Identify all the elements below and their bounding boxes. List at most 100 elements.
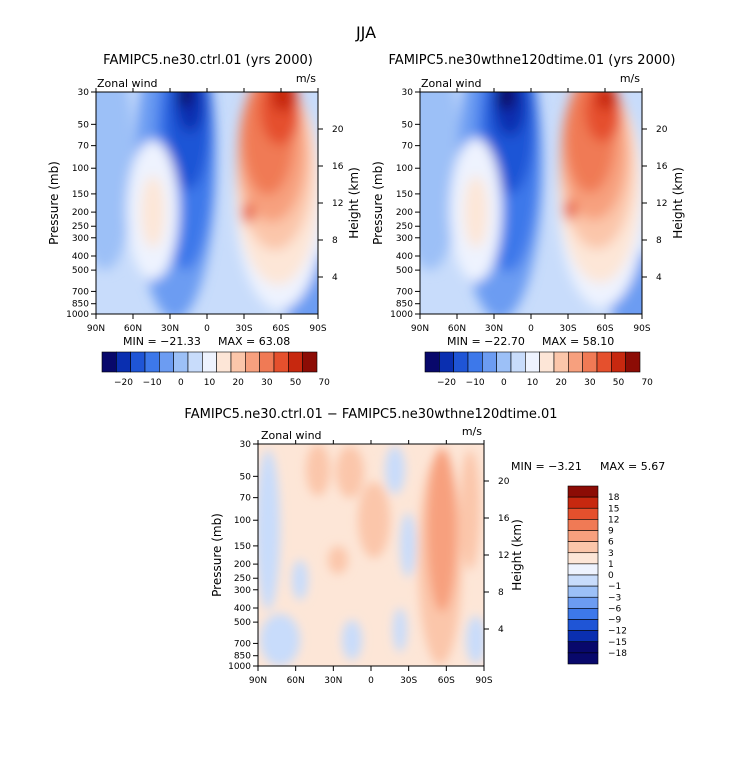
- colorbar-label: 10: [204, 378, 216, 388]
- colorbar-label: −9: [608, 616, 622, 626]
- y-tick-label: 200: [72, 208, 89, 218]
- x-tick-label: 60S: [438, 676, 455, 686]
- contour-region: [292, 560, 308, 600]
- height-tick-label: 20: [656, 125, 668, 135]
- x-tick-label: 90N: [87, 324, 105, 334]
- colorbar-label: 15: [608, 504, 619, 514]
- colorbar-label: 0: [178, 378, 184, 388]
- colorbar-swatch: [144, 351, 160, 373]
- height-tick-label: 8: [332, 236, 338, 246]
- y-tick-label: 1000: [390, 310, 413, 320]
- colorbar-swatch: [173, 351, 189, 373]
- y-tick-label: 100: [396, 164, 413, 174]
- colorbar-swatch: [439, 351, 454, 373]
- x-tick-label: 60S: [596, 324, 613, 334]
- x-tick-label: 30N: [161, 324, 179, 334]
- colorbar-label: 12: [608, 515, 619, 525]
- max-label: MAX = 58.10: [542, 335, 614, 348]
- contour-region: [96, 92, 135, 270]
- x-tick-label: 60N: [287, 676, 305, 686]
- colorbar-swatch: [116, 351, 131, 373]
- x-tick-label: 90S: [633, 324, 650, 334]
- y-tick-label: 50: [78, 120, 90, 130]
- colorbar-swatch: [567, 652, 599, 665]
- x-tick-label: 30S: [400, 676, 417, 686]
- y-tick-label: 300: [396, 234, 413, 244]
- colorbar-swatch: [567, 574, 599, 587]
- colorbar-swatch: [259, 351, 275, 373]
- y-tick-label: 400: [396, 252, 413, 262]
- colorbar-swatch: [245, 351, 260, 373]
- colorbar-swatch: [510, 351, 526, 373]
- y-tick-label: 70: [78, 142, 90, 152]
- colorbar-swatch: [567, 485, 599, 498]
- y-tick-label: 400: [234, 604, 251, 614]
- colorbar-label: 0: [501, 378, 507, 388]
- axes: 90N 60N 30N 0 30S 60S 90S 30 50 70 100 150 200 250 300…: [228, 440, 510, 686]
- contour-region: [564, 200, 576, 220]
- height-tick-label: 4: [332, 273, 338, 283]
- colorbar: −20 −10 0 10 20 30 50 70: [101, 351, 330, 388]
- x-tick-label: 90N: [411, 324, 429, 334]
- y-tick-label: 1000: [228, 662, 251, 672]
- contour-region: [393, 608, 407, 652]
- units-label: m/s: [296, 72, 316, 85]
- colorbar-swatch: [567, 530, 599, 542]
- y-tick-label: 30: [240, 440, 252, 450]
- colorbar-label: 70: [318, 378, 330, 388]
- height-tick-label: 20: [498, 477, 510, 487]
- colorbar-swatch: [525, 351, 540, 373]
- colorbar-swatch: [611, 351, 626, 373]
- y-tick-label: 30: [78, 88, 90, 98]
- y-tick-label: 850: [396, 300, 413, 310]
- x-tick-label: 30S: [235, 324, 252, 334]
- y-tick-label: 700: [396, 287, 413, 297]
- colorbar-swatch: [539, 351, 555, 373]
- units-label: m/s: [620, 72, 640, 85]
- colorbar-label: −10: [143, 378, 162, 388]
- colorbar-swatch: [302, 351, 318, 373]
- colorbar-swatch: [130, 351, 146, 373]
- colorbar-swatch: [202, 351, 217, 373]
- height-tick-label: 16: [498, 514, 510, 524]
- colorbar-label: −18: [608, 649, 627, 659]
- contour-region: [260, 614, 300, 666]
- colorbar-swatch: [482, 351, 497, 373]
- y-tick-label: 100: [234, 516, 251, 526]
- y-tick-label: 70: [240, 494, 252, 504]
- colorbar-swatch: [567, 585, 599, 598]
- contour-region: [464, 176, 488, 248]
- colorbar-swatch: [230, 351, 246, 373]
- colorbar-label: −3: [608, 593, 621, 603]
- y-tick-label: 300: [234, 586, 251, 596]
- colorbar-label: 30: [261, 378, 273, 388]
- y-tick-label: 850: [234, 652, 251, 662]
- x-tick-label: 0: [528, 324, 534, 334]
- units-label: m/s: [462, 425, 482, 438]
- colorbar-label: 0: [608, 571, 614, 581]
- colorbar-label: 9: [608, 527, 614, 537]
- y-tick-label: 700: [72, 287, 89, 297]
- y-tick-label: 150: [234, 542, 251, 552]
- contour-field: [96, 92, 318, 314]
- panel-control: FAMIPC5.ne30.ctrl.01 (yrs 2000) Zonal wi…: [47, 53, 361, 388]
- colorbar-label: 3: [608, 549, 614, 559]
- x-tick-label: 60N: [124, 324, 142, 334]
- colorbar: −20 −10 0 10 20 30 50 70: [424, 351, 653, 388]
- variable-label: Zonal wind: [261, 429, 322, 442]
- y-axis-label: Pressure (mb): [47, 161, 61, 245]
- colorbar-swatch: [582, 351, 598, 373]
- x-tick-label: 0: [204, 324, 210, 334]
- right-axis-label: Height (km): [671, 167, 685, 238]
- colorbar-swatch: [101, 351, 117, 373]
- y-tick-label: 500: [72, 266, 89, 276]
- x-tick-label: 30N: [324, 676, 342, 686]
- variable-label: Zonal wind: [421, 77, 482, 90]
- y-tick-label: 700: [234, 639, 251, 649]
- colorbar-swatch: [273, 351, 289, 373]
- y-tick-label: 250: [72, 222, 89, 232]
- colorbar-swatch: [453, 351, 469, 373]
- height-tick-label: 8: [656, 236, 662, 246]
